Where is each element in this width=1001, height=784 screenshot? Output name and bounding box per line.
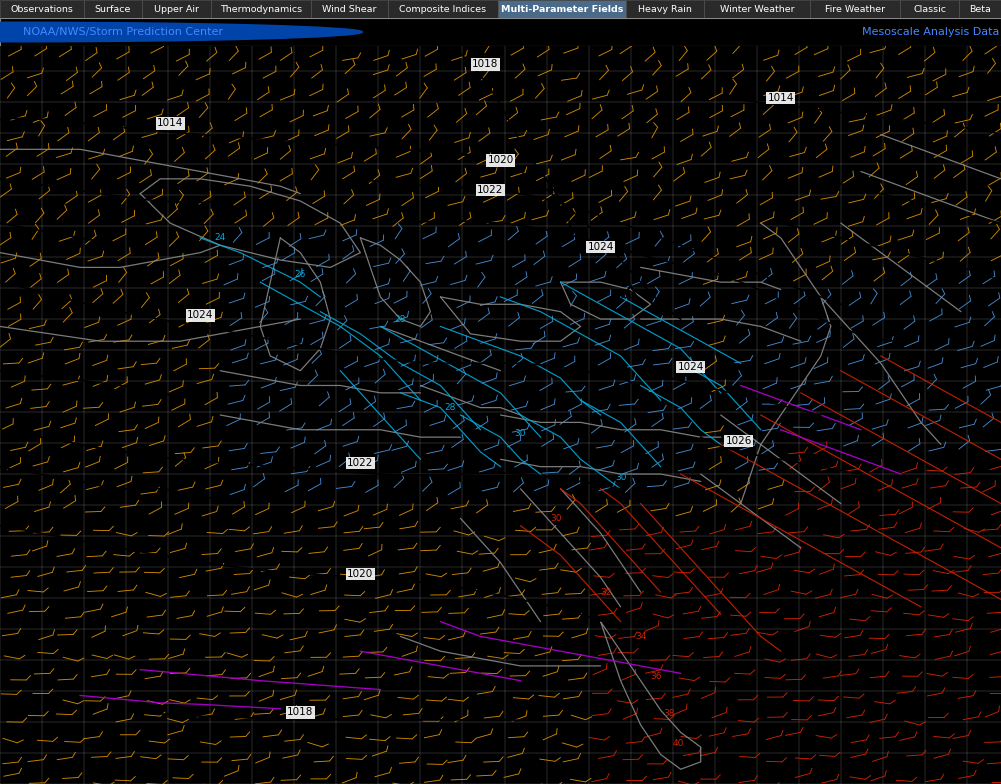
Text: 1020: 1020 [347, 568, 373, 579]
Text: 30: 30 [550, 514, 562, 523]
Text: Composite Indices: Composite Indices [399, 5, 486, 13]
Text: 1020: 1020 [487, 155, 514, 165]
Text: Observations: Observations [10, 5, 73, 13]
Bar [388, 0, 497, 18]
Text: 24: 24 [214, 234, 226, 242]
Text: Mesoscale Analysis Data: Mesoscale Analysis Data [862, 27, 999, 37]
Text: 36: 36 [650, 673, 662, 681]
Text: Classic: Classic [913, 5, 946, 13]
Text: 1026: 1026 [726, 436, 752, 446]
Text: Winter Weather: Winter Weather [720, 5, 794, 13]
Text: 1014: 1014 [157, 118, 183, 129]
Text: 40: 40 [673, 739, 685, 748]
Text: Fire Weather: Fire Weather [825, 5, 885, 13]
Text: 34: 34 [635, 632, 647, 641]
Bar [900, 0, 959, 18]
Bar [0, 0, 83, 18]
Text: 1022: 1022 [347, 458, 373, 468]
Text: 28: 28 [444, 403, 456, 412]
Bar [211, 0, 310, 18]
Text: 1014: 1014 [768, 93, 794, 103]
Bar [310, 0, 388, 18]
Text: 30: 30 [515, 429, 527, 438]
Text: Heavy Rain: Heavy Rain [638, 5, 692, 13]
Text: Wind Shear: Wind Shear [322, 5, 376, 13]
Text: 32: 32 [600, 588, 612, 597]
Bar [626, 0, 704, 18]
Text: Beta: Beta [969, 5, 991, 13]
Text: 28: 28 [394, 314, 406, 324]
Text: 38: 38 [663, 710, 675, 718]
Text: 1024: 1024 [588, 241, 614, 252]
Text: 26: 26 [294, 270, 306, 279]
Bar [704, 0, 810, 18]
Text: 1018: 1018 [472, 60, 498, 70]
Text: Multi-Parameter Fields: Multi-Parameter Fields [500, 5, 623, 13]
Text: 30: 30 [615, 474, 627, 482]
Bar [497, 0, 626, 18]
Text: 1018: 1018 [287, 707, 313, 717]
Text: 1024: 1024 [187, 310, 213, 321]
Circle shape [0, 22, 362, 42]
Bar [959, 0, 1001, 18]
Text: Upper Air: Upper Air [154, 5, 199, 13]
Bar [142, 0, 211, 18]
Text: Thermodynamics: Thermodynamics [219, 5, 301, 13]
Text: Surface: Surface [95, 5, 131, 13]
Bar [83, 0, 142, 18]
Text: NOAA/NWS/Storm Prediction Center: NOAA/NWS/Storm Prediction Center [23, 27, 223, 37]
Bar [810, 0, 900, 18]
Text: 1024: 1024 [678, 362, 704, 372]
Text: 1022: 1022 [477, 185, 504, 195]
